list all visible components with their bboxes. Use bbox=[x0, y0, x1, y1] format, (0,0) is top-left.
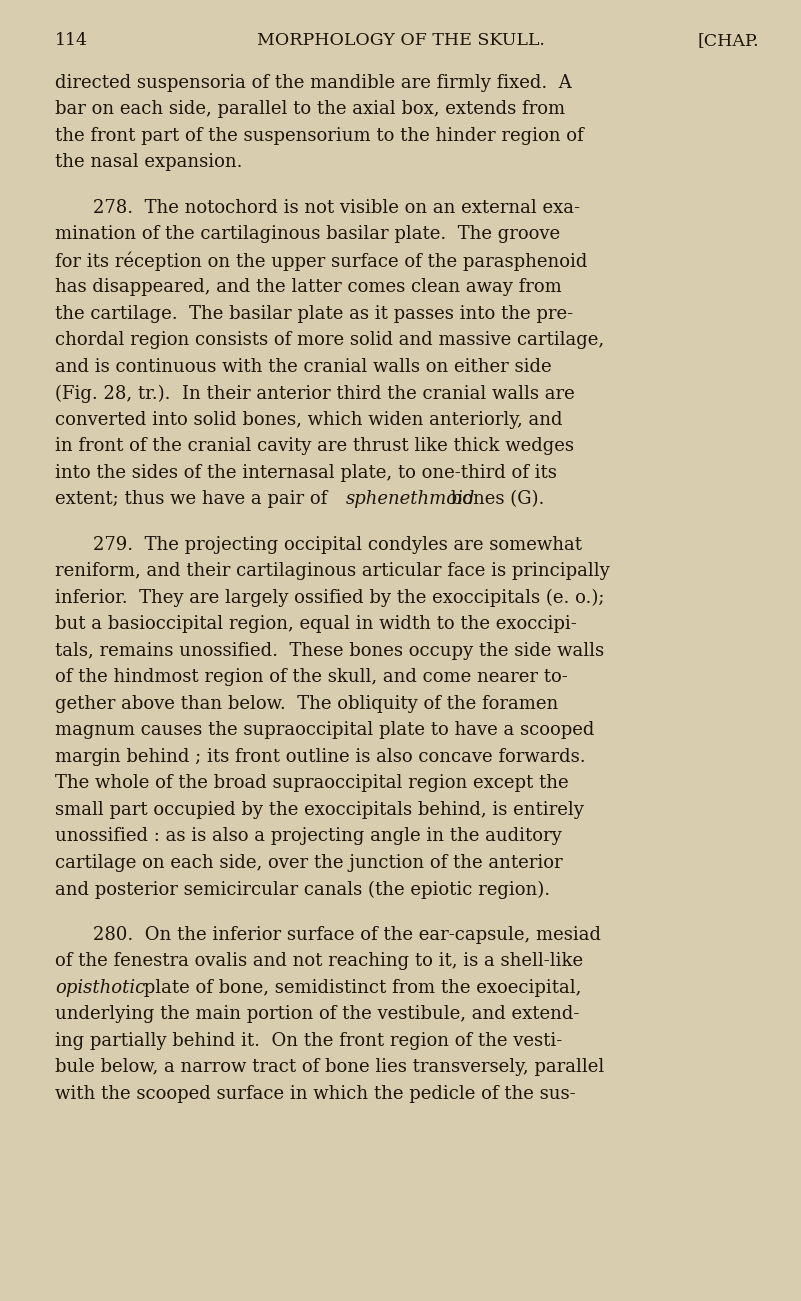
Text: gether above than below.  The obliquity of the foramen: gether above than below. The obliquity o… bbox=[55, 695, 558, 713]
Text: 280.  On the inferior surface of the ear-capsule, mesiad: 280. On the inferior surface of the ear-… bbox=[93, 926, 601, 943]
Text: magnum causes the supraoccipital plate to have a scooped: magnum causes the supraoccipital plate t… bbox=[55, 721, 594, 739]
Text: MORPHOLOGY OF THE SKULL.: MORPHOLOGY OF THE SKULL. bbox=[256, 33, 545, 49]
Text: opisthotic: opisthotic bbox=[55, 978, 145, 997]
Text: underlying the main portion of the vestibule, and extend-: underlying the main portion of the vesti… bbox=[55, 1006, 579, 1024]
Text: plate of bone, semidistinct from the exoecipital,: plate of bone, semidistinct from the exo… bbox=[138, 978, 581, 997]
Text: converted into solid bones, which widen anteriorly, and: converted into solid bones, which widen … bbox=[55, 411, 562, 429]
Text: 279.  The projecting occipital condyles are somewhat: 279. The projecting occipital condyles a… bbox=[93, 536, 582, 554]
Text: bones (G).: bones (G). bbox=[445, 490, 545, 509]
Text: 114: 114 bbox=[55, 33, 88, 49]
Text: extent; thus we have a pair of: extent; thus we have a pair of bbox=[55, 490, 333, 509]
Text: chordal region consists of more solid and massive cartilage,: chordal region consists of more solid an… bbox=[55, 332, 604, 350]
Text: the cartilage.  The basilar plate as it passes into the pre-: the cartilage. The basilar plate as it p… bbox=[55, 304, 574, 323]
Text: and posterior semicircular canals (the epiotic region).: and posterior semicircular canals (the e… bbox=[55, 881, 550, 899]
Text: small part occupied by the exoccipitals behind, is entirely: small part occupied by the exoccipitals … bbox=[55, 801, 584, 818]
Text: directed suspensoria of the mandible are firmly fixed.  A: directed suspensoria of the mandible are… bbox=[55, 74, 572, 92]
Text: bar on each side, parallel to the axial box, extends from: bar on each side, parallel to the axial … bbox=[55, 100, 566, 118]
Text: and is continuous with the cranial walls on either side: and is continuous with the cranial walls… bbox=[55, 358, 552, 376]
Text: but a basioccipital region, equal in width to the exoccipi-: but a basioccipital region, equal in wid… bbox=[55, 615, 577, 634]
Text: for its réception on the upper surface of the parasphenoid: for its réception on the upper surface o… bbox=[55, 252, 587, 272]
Text: mination of the cartilaginous basilar plate.  The groove: mination of the cartilaginous basilar pl… bbox=[55, 225, 560, 243]
Text: reniform, and their cartilaginous articular face is principally: reniform, and their cartilaginous articu… bbox=[55, 562, 610, 580]
Text: the nasal expansion.: the nasal expansion. bbox=[55, 154, 243, 172]
Text: into the sides of the internasal plate, to one-third of its: into the sides of the internasal plate, … bbox=[55, 464, 557, 481]
Text: 278.  The notochord is not visible on an external exa-: 278. The notochord is not visible on an … bbox=[93, 199, 580, 217]
Text: with the scooped surface in which the pedicle of the sus-: with the scooped surface in which the pe… bbox=[55, 1085, 576, 1103]
Text: of the fenestra ovalis and not reaching to it, is a shell-like: of the fenestra ovalis and not reaching … bbox=[55, 952, 583, 971]
Text: (Fig. 28, tr.).  In their anterior third the cranial walls are: (Fig. 28, tr.). In their anterior third … bbox=[55, 384, 575, 402]
Text: [CHAP.: [CHAP. bbox=[698, 33, 759, 49]
Text: tals, remains unossified.  These bones occupy the side walls: tals, remains unossified. These bones oc… bbox=[55, 641, 604, 660]
Text: in front of the cranial cavity are thrust like thick wedges: in front of the cranial cavity are thrus… bbox=[55, 437, 574, 455]
Text: ing partially behind it.  On the front region of the vesti-: ing partially behind it. On the front re… bbox=[55, 1032, 562, 1050]
Text: the front part of the suspensorium to the hinder region of: the front part of the suspensorium to th… bbox=[55, 127, 584, 144]
Text: has disappeared, and the latter comes clean away from: has disappeared, and the latter comes cl… bbox=[55, 278, 562, 297]
Text: of the hindmost region of the skull, and come nearer to-: of the hindmost region of the skull, and… bbox=[55, 669, 568, 687]
Text: unossified : as is also a projecting angle in the auditory: unossified : as is also a projecting ang… bbox=[55, 827, 562, 846]
Text: margin behind ; its front outline is also concave forwards.: margin behind ; its front outline is als… bbox=[55, 748, 586, 766]
Text: cartilage on each side, over the junction of the anterior: cartilage on each side, over the junctio… bbox=[55, 853, 562, 872]
Text: sphenethmoid: sphenethmoid bbox=[346, 490, 476, 509]
Text: inferior.  They are largely ossified by the exoccipitals (e. o.);: inferior. They are largely ossified by t… bbox=[55, 589, 605, 608]
Text: bule below, a narrow tract of bone lies transversely, parallel: bule below, a narrow tract of bone lies … bbox=[55, 1059, 604, 1076]
Text: The whole of the broad supraoccipital region except the: The whole of the broad supraoccipital re… bbox=[55, 774, 569, 792]
